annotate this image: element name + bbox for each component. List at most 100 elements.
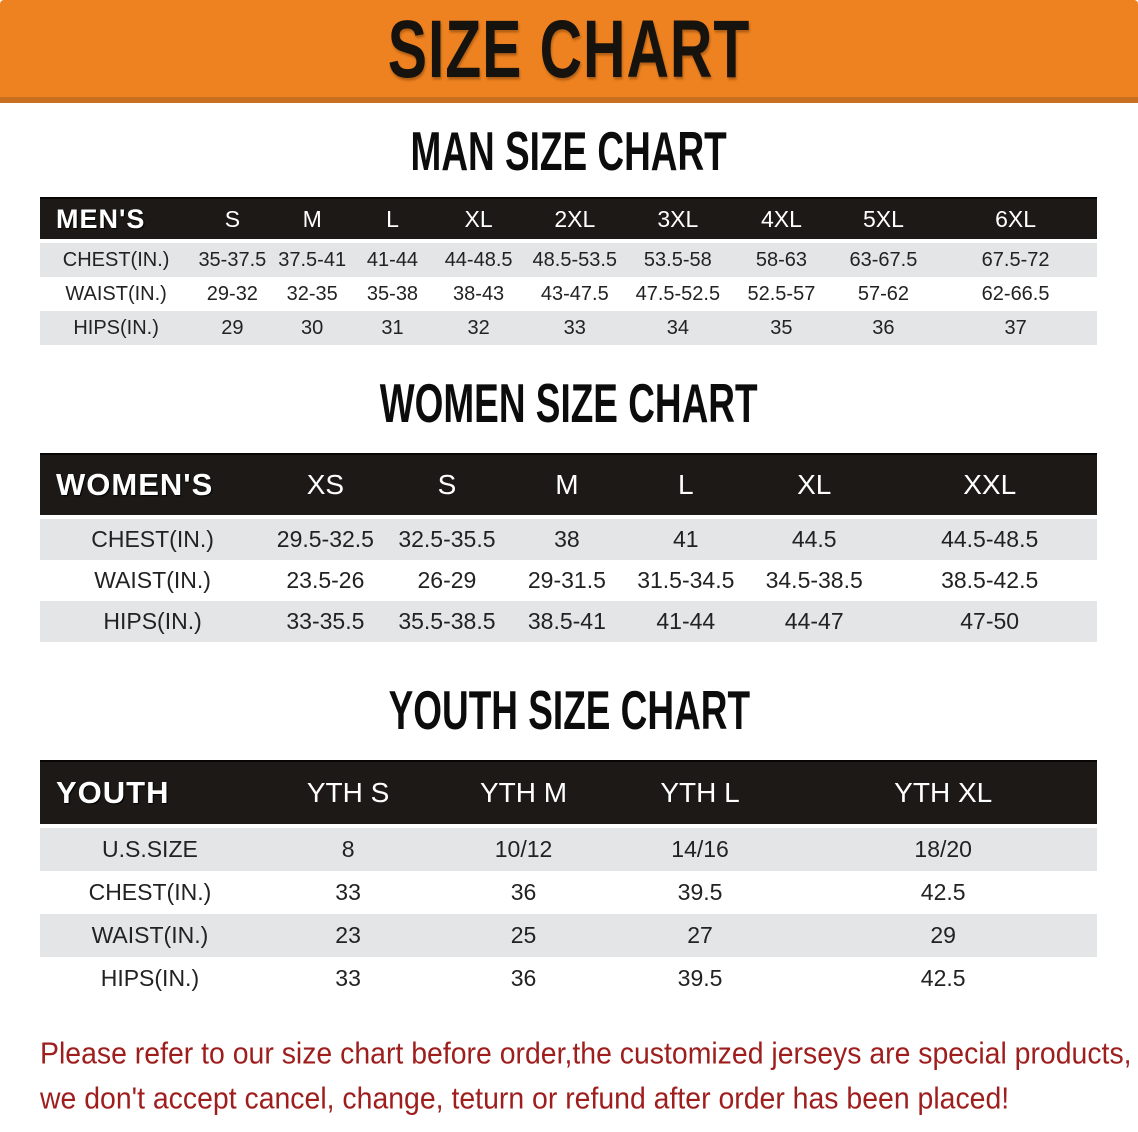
size-column-header: M	[508, 453, 626, 519]
size-table: YOUTH YTH S YTH M YTH L YTH XL U.S.SIZE 8 10/12…	[40, 760, 1097, 1000]
row-label: WAIST(IN.)	[65, 282, 167, 305]
size-column-header: YTH M	[436, 760, 611, 828]
men-size-table: MEN'S S M L XL 2XL 3XL 4XL 5XL 6XL CHEST(IN.) 35-37…	[40, 197, 1097, 345]
table-cell: 23	[259, 914, 437, 957]
table-cell: 33	[335, 965, 361, 991]
table-cell: 29-32	[206, 282, 258, 305]
table-cell: 39.5	[677, 965, 723, 991]
youth-section-heading: YOUTH SIZE CHART	[388, 679, 750, 741]
size-column-header: YTH XL	[789, 760, 1097, 828]
table-cell: 35	[730, 311, 833, 345]
size-table: WOMEN'S XS S M L XL XXL CHEST(IN.) 29.5-32.5 32.5…	[40, 453, 1097, 642]
table-cell: 25	[436, 914, 611, 957]
table-cell: 29	[789, 914, 1097, 957]
table-header-row: WOMEN'S XS S M L XL XXL	[40, 453, 1097, 519]
table-cell: 39.5	[677, 879, 723, 905]
table-row: HIPS(IN.) 33 36 39.5 42.5	[40, 957, 1097, 1000]
women-size-table: WOMEN'S XS S M L XL XXL CHEST(IN.) 29.5-32.5 32.5…	[40, 453, 1097, 642]
table-header-label: MEN'S	[40, 197, 193, 243]
table-row: WAIST(IN.) 23 25 27 29	[40, 914, 1097, 957]
table-cell: 32	[433, 311, 525, 345]
size-column-header: M	[272, 197, 352, 243]
table-cell: 35.5-38.5	[385, 601, 509, 642]
disclaimer-line-2: we don't accept cancel, change, teturn o…	[40, 1082, 1010, 1116]
table-cell: 38.5-41	[508, 601, 626, 642]
size-column-header: S	[192, 197, 273, 243]
table-cell: 42.5	[920, 879, 966, 905]
size-column-header: S	[385, 453, 509, 519]
size-column-header: L	[351, 197, 434, 243]
row-label: CHEST(IN.)	[40, 241, 193, 277]
table-row: CHEST(IN.) 29.5-32.5 32.5-35.5 38 41 44.5 44.5…	[40, 517, 1097, 560]
table-cell: 8	[259, 826, 437, 871]
table-row: U.S.SIZE 8 10/12 14/16 18/20	[40, 826, 1097, 871]
size-column-header: XS	[265, 453, 386, 519]
table-cell: 43-47.5	[540, 282, 609, 305]
table-cell: 31.5-34.5	[637, 567, 735, 593]
table-row: HIPS(IN.) 33-35.5 35.5-38.5 38.5-41 41-44 44-…	[40, 601, 1097, 642]
table-cell: 41	[625, 517, 747, 560]
table-cell: 38	[508, 517, 626, 560]
table-cell: 38-43	[453, 282, 505, 305]
table-cell: 37	[934, 311, 1097, 345]
table-cell: 29	[192, 311, 273, 345]
youth-size-section: YOUTH SIZE CHART YOUTH YTH S YTH M YTH L YTH…	[0, 679, 1138, 1000]
women-section-heading: WOMEN SIZE CHART	[380, 372, 758, 434]
table-cell: 41-44	[351, 241, 434, 277]
table-cell: 47-50	[882, 601, 1097, 642]
table-cell: 62-66.5	[981, 282, 1050, 305]
table-cell: 36	[510, 965, 537, 991]
table-cell: 23.5-26	[286, 567, 365, 593]
table-row: HIPS(IN.) 29 30 31 32 33 34 35 36 37	[40, 311, 1097, 345]
table-cell: 36	[832, 311, 935, 345]
table-cell: 37.5-41	[272, 241, 352, 277]
table-cell: 26-29	[417, 567, 477, 593]
row-label: CHEST(IN.)	[88, 879, 212, 905]
table-header-row: YOUTH YTH S YTH M YTH L YTH XL	[40, 760, 1097, 828]
table-cell: 58-63	[730, 241, 833, 277]
size-column-header: YTH L	[610, 760, 790, 828]
table-cell: 67.5-72	[934, 241, 1097, 277]
table-cell: 34	[625, 311, 731, 345]
row-label: HIPS(IN.)	[40, 601, 266, 642]
table-header-row: MEN'S S M L XL 2XL 3XL 4XL 5XL 6XL	[40, 197, 1097, 243]
table-cell: 33-35.5	[265, 601, 386, 642]
table-cell: 42.5	[920, 965, 966, 991]
table-cell: 38.5-42.5	[941, 567, 1039, 593]
table-cell: 63-67.5	[832, 241, 935, 277]
table-cell: 52.5-57	[747, 282, 816, 305]
row-label: U.S.SIZE	[40, 826, 260, 871]
women-size-section: WOMEN SIZE CHART WOMEN'S XS S M L XL XXL CHEST(…	[0, 372, 1138, 642]
table-cell: 29.5-32.5	[265, 517, 386, 560]
men-section-heading: MAN SIZE CHART	[410, 120, 728, 182]
row-label: WAIST(IN.)	[40, 914, 260, 957]
table-cell: 47.5-52.5	[635, 282, 721, 305]
table-cell: 10/12	[436, 826, 611, 871]
men-size-section: MAN SIZE CHART MEN'S S M L XL 2XL 3XL 4XL 5XL 6XL…	[0, 120, 1138, 345]
table-cell: 31	[351, 311, 434, 345]
table-row: WAIST(IN.) 23.5-26 26-29 29-31.5 31.5-34.5 34…	[40, 560, 1097, 601]
table-row: WAIST(IN.) 29-32 32-35 35-38 38-43 43-47.5 47.…	[40, 277, 1097, 311]
table-cell: 35-38	[366, 282, 419, 305]
table-cell: 44-47	[746, 601, 883, 642]
size-column-header: L	[625, 453, 747, 519]
youth-size-table: YOUTH YTH S YTH M YTH L YTH XL U.S.SIZE 8 10/12…	[40, 760, 1097, 1000]
table-cell: 57-62	[857, 282, 909, 305]
table-header-label: WOMEN'S	[40, 453, 266, 519]
table-cell: 44.5-48.5	[882, 517, 1097, 560]
size-column-header: 4XL	[730, 197, 833, 243]
table-cell: 33	[524, 311, 626, 345]
size-column-header: 6XL	[934, 197, 1097, 243]
table-cell: 41-44	[625, 601, 747, 642]
size-column-header: 5XL	[832, 197, 935, 243]
size-column-header: XL	[433, 197, 525, 243]
table-cell: 44.5	[746, 517, 883, 560]
table-cell: 34.5-38.5	[765, 567, 863, 593]
table-cell: 14/16	[610, 826, 790, 871]
order-disclaimer: Please refer to our size chart before or…	[40, 1032, 1132, 1122]
table-cell: 44-48.5	[433, 241, 525, 277]
table-cell: 48.5-53.5	[524, 241, 626, 277]
size-column-header: YTH S	[259, 760, 437, 828]
row-label: HIPS(IN.)	[100, 965, 200, 991]
